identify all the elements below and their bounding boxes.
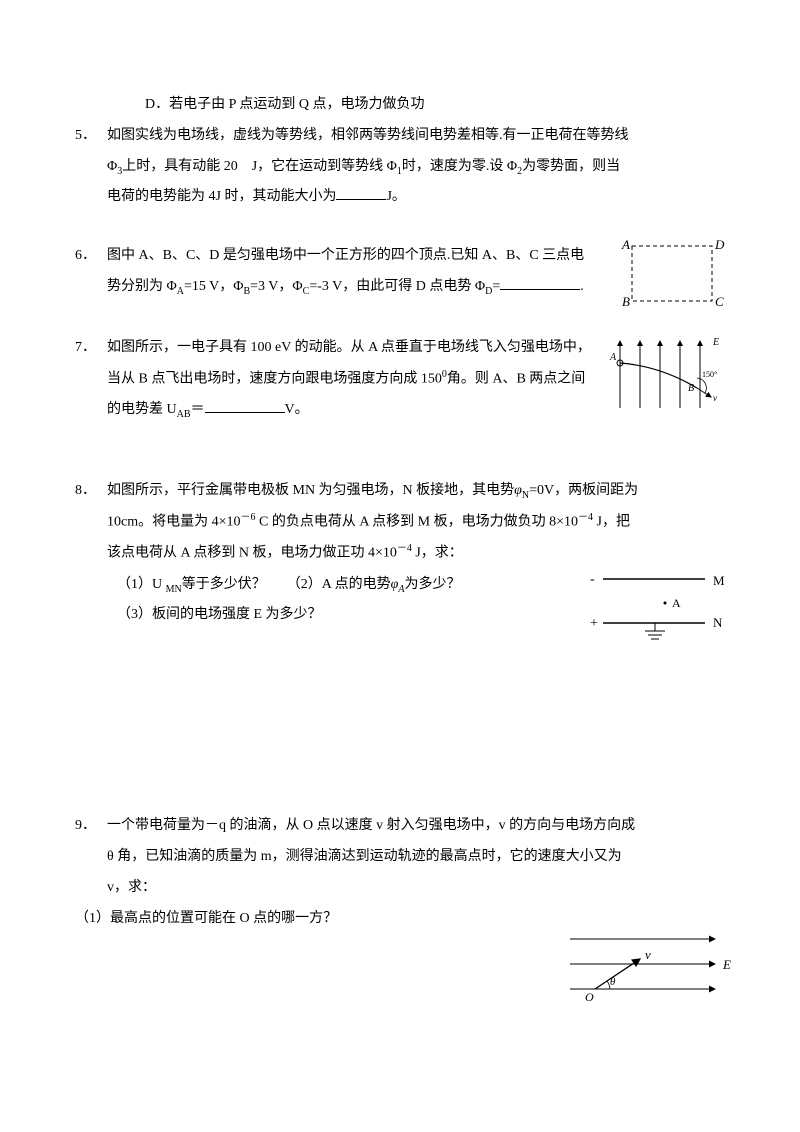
figure-8-plates: - M A + N bbox=[585, 571, 735, 646]
q5-body: 如图实线为电场线，虚线为等势线，相邻两等势线间电势差相等.有一正电荷在等势线 Φ… bbox=[75, 121, 725, 213]
svg-text:θ: θ bbox=[610, 976, 616, 988]
option-d-text: D．若电子由 P 点运动到 Q 点，电场力做负功 bbox=[145, 97, 425, 112]
fig6-label-C: C bbox=[715, 294, 724, 309]
q9-number: 9． bbox=[75, 811, 96, 842]
svg-text:-: - bbox=[590, 572, 595, 587]
svg-text:150°: 150° bbox=[702, 370, 717, 379]
svg-text:M: M bbox=[713, 573, 725, 588]
figure-6-square: A D B C bbox=[620, 236, 725, 311]
svg-text:N: N bbox=[713, 615, 723, 630]
svg-text:A: A bbox=[672, 596, 681, 610]
question-5: 5． 如图实线为电场线，虚线为等势线，相邻两等势线间电势差相等.有一正电荷在等势… bbox=[75, 121, 725, 213]
svg-text:v: v bbox=[645, 947, 651, 962]
fig6-label-B: B bbox=[622, 294, 630, 309]
q6-blank bbox=[500, 276, 580, 290]
question-7: 7． 如图所示，一电子具有 100 eV 的动能。从 A 点垂直于电场线飞入匀强… bbox=[75, 333, 725, 426]
fig6-label-A: A bbox=[621, 237, 630, 252]
svg-text:E: E bbox=[722, 957, 731, 972]
q5-number: 5． bbox=[75, 121, 96, 152]
q6-number: 6． bbox=[75, 241, 96, 272]
q7-blank bbox=[205, 399, 285, 413]
svg-text:v: v bbox=[713, 393, 717, 403]
question-6: 6． 图中 A、B、C、D 是匀强电场中一个正方形的四个顶点.已知 A、B、C … bbox=[75, 241, 725, 303]
svg-text:B: B bbox=[688, 383, 694, 394]
svg-text:E: E bbox=[712, 337, 719, 348]
svg-text:A: A bbox=[609, 352, 617, 363]
q8-number: 8． bbox=[75, 476, 96, 507]
q9-body: 一个带电荷量为－q 的油滴，从 O 点以速度 v 射入匀强电场中，v 的方向与电… bbox=[75, 811, 725, 903]
question-8: 8． 如图所示，平行金属带电极板 MN 为匀强电场，N 板接地，其电势φN=0V… bbox=[75, 476, 725, 631]
question-4-option-d: D．若电子由 P 点运动到 Q 点，电场力做负功 bbox=[75, 90, 725, 121]
fig6-label-D: D bbox=[714, 237, 725, 252]
svg-text:+: + bbox=[590, 616, 598, 631]
q7-number: 7． bbox=[75, 333, 96, 364]
svg-text:O: O bbox=[585, 990, 594, 1004]
q5-blank bbox=[336, 186, 386, 200]
figure-7-field: A B E 150° v bbox=[605, 333, 725, 418]
question-9: 9． 一个带电荷量为－q 的油滴，从 O 点以速度 v 射入匀强电场中，v 的方… bbox=[75, 811, 725, 934]
figure-9-field: E v θ O bbox=[565, 929, 735, 1004]
